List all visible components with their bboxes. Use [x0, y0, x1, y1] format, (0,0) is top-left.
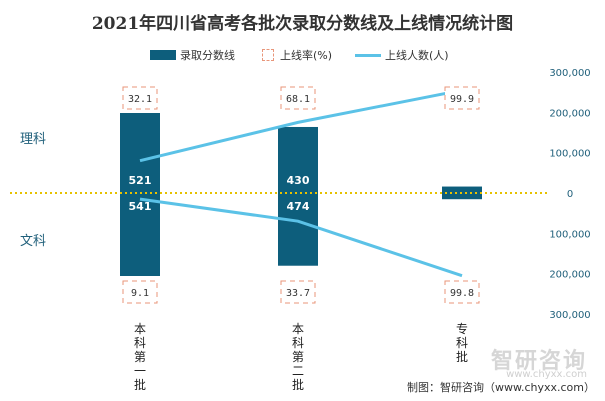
legend-count: 上线人数(人) [355, 47, 449, 63]
side-label-science: 理科 [20, 132, 47, 147]
right-axis-tick: 100,000 [549, 149, 590, 160]
bar-arts-score [278, 193, 318, 266]
science-score-label: 430 [287, 174, 310, 187]
arts-score-label: 474 [287, 200, 310, 213]
arts-rate-box [122, 280, 158, 304]
arts-rate-box [444, 280, 480, 304]
legend-rate-label: 上线率(%) [280, 49, 333, 62]
category-char: 第 [292, 350, 304, 364]
bar-science-score [120, 113, 160, 193]
right-axis-tick: 300,000 [549, 68, 590, 79]
category-char: 科 [456, 336, 468, 350]
arts-score-label: 541 [129, 200, 152, 213]
watermark-logo: 智研咨询 [490, 349, 587, 374]
science-score-label: 521 [129, 174, 152, 187]
right-axis-tick: 100,000 [549, 229, 590, 240]
category-char: 本 [292, 322, 304, 336]
science-rate-label: 99.9 [450, 94, 474, 105]
legend-rate: 上线率(%) [262, 47, 332, 63]
legend-bar-swatch [150, 50, 176, 60]
right-axis-tick: 300,000 [549, 310, 590, 321]
right-axis-tick: 0 [567, 189, 573, 200]
science-rate-label: 32.1 [128, 94, 152, 105]
category-char: 批 [134, 377, 146, 392]
science-rate-label: 68.1 [286, 94, 310, 105]
category-char: 本 [134, 322, 146, 336]
arts-rate-label: 9.1 [131, 288, 149, 299]
source-note: 制图：智研咨询（www.chyxx.com） [406, 381, 595, 394]
legend-score: 录取分数线 [150, 47, 235, 63]
right-axis-tick: 200,000 [549, 108, 590, 119]
legend-score-label: 录取分数线 [180, 49, 235, 62]
category-char: 科 [292, 336, 304, 350]
science-score-label: 150 [451, 174, 474, 187]
arts-rate-label: 99.8 [450, 288, 474, 299]
science-rate-box [444, 86, 480, 110]
side-label-arts: 文科 [20, 234, 47, 249]
right-axis-tick: 200,000 [549, 270, 590, 281]
category-char: 批 [292, 377, 304, 392]
legend-count-label: 上线人数(人) [385, 49, 449, 62]
category-char: 科 [134, 336, 146, 350]
legend-box-swatch [262, 49, 274, 61]
chart-title: 2021年四川省高考各批次录取分数线及上线情况统计图 [91, 14, 514, 34]
arts-rate-box [280, 280, 316, 304]
science-rate-box [122, 86, 158, 110]
category-char: 专 [456, 321, 468, 336]
category-char: 一 [134, 364, 146, 378]
category-char: 二 [292, 364, 304, 378]
line-arts-count [139, 197, 463, 278]
bar-science-score [278, 126, 318, 193]
legend-line-swatch [355, 53, 381, 57]
category-char: 第 [134, 350, 146, 364]
science-rate-box [280, 86, 316, 110]
category-char: 批 [456, 349, 468, 364]
arts-score-label: 150 [451, 200, 474, 213]
arts-rate-label: 33.7 [286, 288, 310, 299]
bar-arts-score [442, 193, 482, 200]
bar-science-score [442, 186, 482, 193]
watermark-url: www.chyxx.com [506, 369, 587, 380]
line-science-count [139, 88, 463, 163]
bar-arts-score [120, 193, 160, 276]
